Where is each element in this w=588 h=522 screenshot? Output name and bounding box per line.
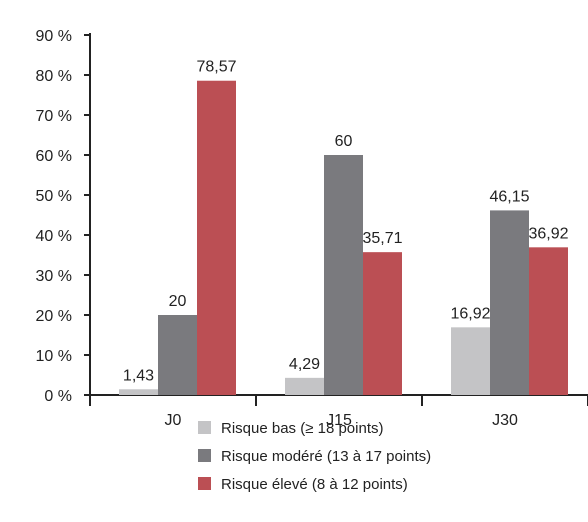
bar: [285, 377, 324, 395]
value-labels: 1,43 20 78,57 4,29 60 35,71 16,92 46,15 36,92: [123, 59, 569, 385]
bar: [529, 247, 568, 395]
data-label: 16,92: [450, 305, 490, 322]
y-tick-label: 10 %: [36, 348, 72, 365]
legend-label: Risque modéré (13 à 17 points): [221, 448, 431, 465]
y-tick-label: 90 %: [36, 28, 72, 45]
legend-swatch: [198, 421, 211, 434]
y-axis: 0 % 10 % 20 % 30 % 40 % 50 % 60 % 70 % 80 % 90 %: [36, 28, 91, 405]
x-tick-label: J30: [492, 412, 518, 429]
data-label: 35,71: [362, 230, 402, 247]
x-tick-label: J15: [326, 412, 352, 429]
legend-label: Risque élevé (8 à 12 points): [221, 476, 408, 493]
bar: [119, 389, 158, 395]
y-tick-label: 40 %: [36, 228, 72, 245]
y-tick-label: 30 %: [36, 268, 72, 285]
y-tick-label: 70 %: [36, 108, 72, 125]
data-label: 20: [169, 293, 187, 310]
legend-label: Risque bas (≥ 18 points): [221, 420, 383, 437]
y-tick-label: 20 %: [36, 308, 72, 325]
x-tick-label: J0: [165, 412, 182, 429]
bar: [363, 252, 402, 395]
bar: [451, 327, 490, 395]
legend-swatch: [198, 449, 211, 462]
data-label: 78,57: [196, 59, 236, 76]
legend: Risque bas (≥ 18 points) Risque modéré (1…: [198, 420, 431, 493]
y-tick-label: 60 %: [36, 148, 72, 165]
bar: [158, 315, 197, 395]
y-tick-label: 0 %: [44, 388, 72, 405]
bar: [197, 80, 236, 395]
bar: [324, 155, 363, 395]
data-label: 60: [335, 133, 353, 150]
bar: [490, 210, 529, 395]
legend-swatch: [198, 477, 211, 490]
data-label: 1,43: [123, 367, 154, 384]
data-label: 46,15: [489, 188, 529, 205]
data-label: 4,29: [289, 356, 320, 373]
y-tick-label: 80 %: [36, 68, 72, 85]
bars: [119, 80, 568, 395]
data-label: 36,92: [528, 225, 568, 242]
y-tick-label: 50 %: [36, 188, 72, 205]
